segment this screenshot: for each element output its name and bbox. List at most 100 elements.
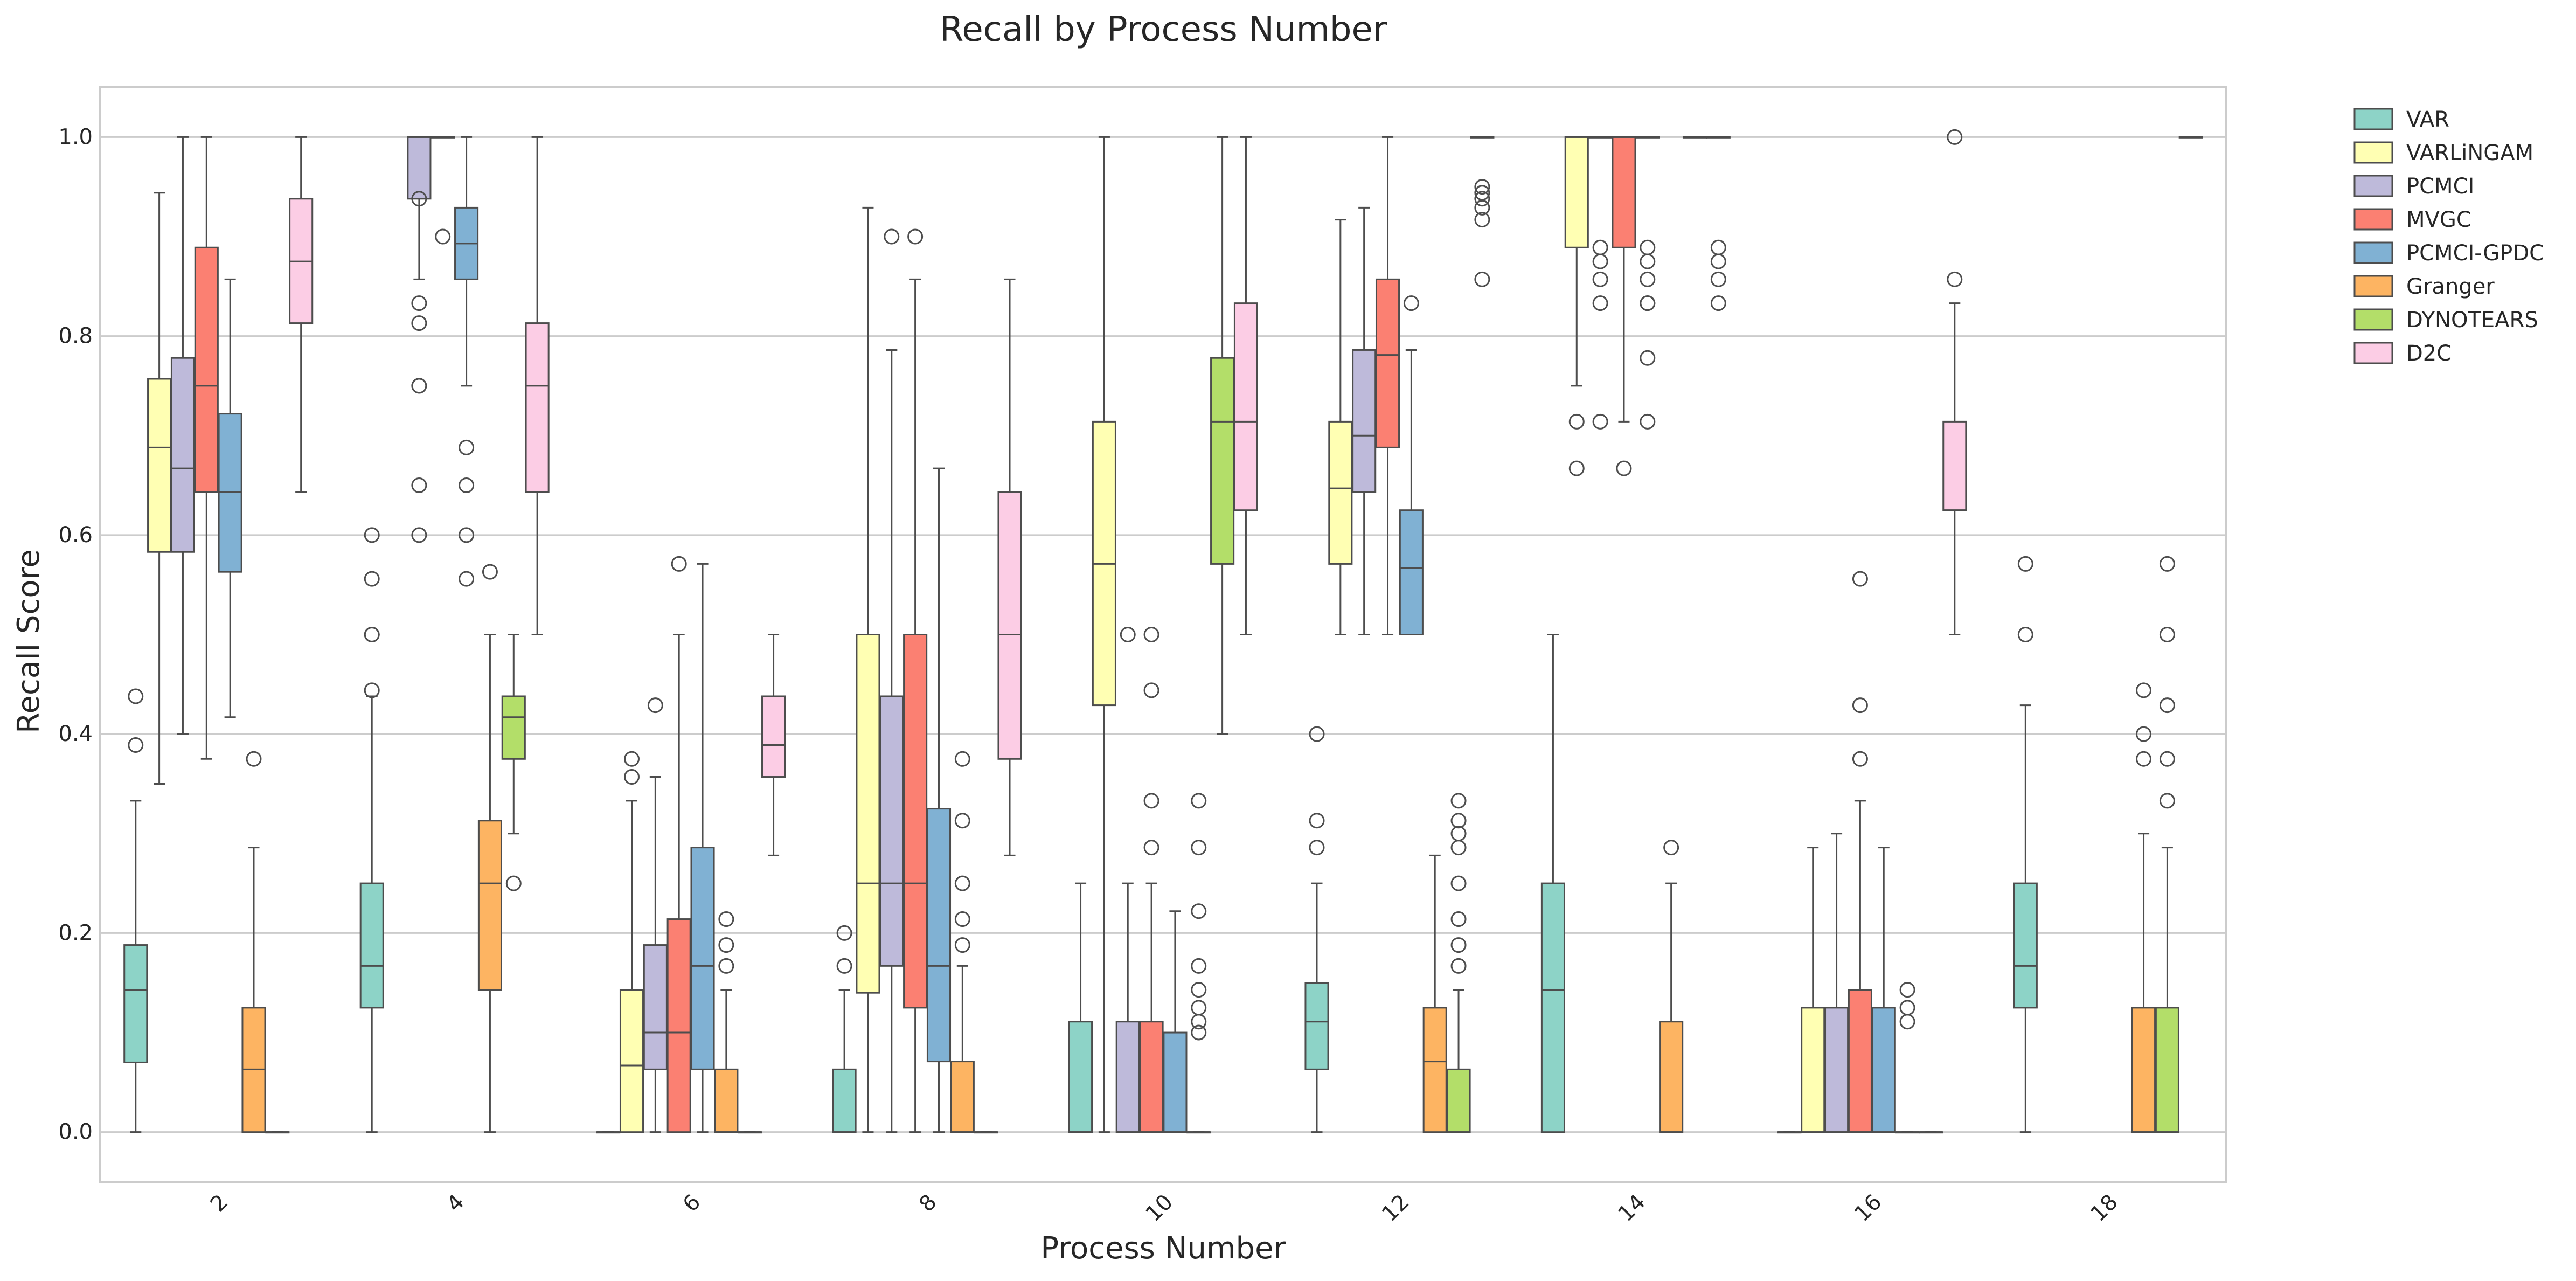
outlier-point [1450,911,1467,927]
outlier-point [435,228,451,245]
box-body [926,808,952,1063]
box-mvgc-12 [1375,136,1400,635]
outlier-point [1191,903,1207,919]
outlier-point [1191,840,1207,856]
outlier-point [128,737,144,753]
outlier-point [1710,295,1726,311]
box-d2c-6 [761,634,786,856]
outlier-point [2136,682,2152,698]
outlier-point [647,697,663,714]
outlier-point [411,477,427,494]
x-tick-label: 10 [1141,1190,1178,1227]
outlier-point [2017,627,2033,642]
outlier-point [954,813,970,829]
outlier-point [459,571,475,587]
box-d2c-16 [1942,129,1967,635]
outlier-point [1852,571,1868,587]
box-granger-14 [1659,840,1684,1133]
outlier-point [1309,726,1325,742]
outlier-point [1640,253,1656,269]
outlier-point [1143,793,1159,809]
outlier-point [364,682,380,698]
box-pcmci-2 [170,136,196,735]
box-dynotears-6 [738,1131,762,1134]
box-body [1399,509,1424,635]
outlier-point [624,751,640,767]
outlier-point [246,751,262,767]
box-pcmci-gpdc-6 [690,563,715,1133]
legend-label-varlingam: VARLiNGAM [2406,141,2533,165]
box-body [761,695,786,778]
outlier-point [1474,199,1490,216]
outlier-point [1592,295,1608,311]
outlier-point [1191,958,1207,974]
box-pcmci-14 [1588,136,1613,430]
outlier-point [671,556,687,572]
outlier-point [1309,813,1325,829]
box-varlingam-8 [856,206,880,1133]
outlier-point [482,564,498,580]
box-granger-10 [1186,793,1211,1134]
box-varlingam-14 [1564,136,1589,476]
outlier-point [2159,751,2175,767]
box-var-10 [1068,882,1093,1133]
box-body [1163,1031,1188,1133]
outlier-point [1474,271,1490,287]
box-body [1540,882,1565,1133]
box-body [1422,1007,1447,1133]
legend-label-granger: Granger [2406,274,2495,299]
x-tick-label: 18 [2086,1190,2123,1227]
outlier-point [411,527,427,543]
box-body [289,198,314,324]
box-pcmci-gpdc-14 [1635,136,1660,430]
outlier-point [2159,556,2175,572]
outlier-point [1474,185,1490,201]
box-var-16 [1777,1131,1802,1134]
y-tick-label: 0.0 [58,1120,93,1145]
box-body [1824,1007,1849,1133]
box-varlingam-10 [1092,136,1116,1133]
box-granger-8 [950,751,975,1133]
outlier-point [1592,413,1608,430]
box-body [903,634,928,1009]
box-body [1304,982,1329,1070]
outlier-point [1899,1000,1915,1016]
box-pcmci-gpdc-2 [218,278,242,718]
outlier-point [1710,253,1726,269]
box-body [2155,1007,2179,1133]
box-pcmci-gpdc-16 [1871,847,1896,1133]
outlier-point [836,958,852,974]
box-granger-18 [2131,682,2156,1133]
box-dynotears-18 [2155,556,2179,1133]
outlier-point [1191,1000,1207,1016]
legend-swatch-mvgc [2353,208,2393,231]
y-tick-label: 0.8 [58,324,93,349]
outlier-point [1450,958,1467,974]
box-body [643,944,668,1070]
legend-label-pcmci-gpdc: PCMCI-GPDC [2406,241,2544,266]
outlier-point [1640,350,1656,366]
outlier-point [459,477,475,494]
box-varlingam-6 [619,751,644,1133]
outlier-point [1191,793,1207,809]
outlier-point [1852,697,1868,714]
box-d2c-8 [997,278,1022,856]
box-body [619,989,644,1133]
box-d2c-14 [1706,136,1731,311]
legend-swatch-varlingam [2353,141,2393,164]
box-body [832,1068,857,1133]
outlier-point [364,571,380,587]
x-tick-label: 14 [1613,1190,1650,1227]
y-tick-label: 0.6 [58,523,93,548]
box-body [1328,420,1353,565]
outlier-point [1309,840,1325,856]
legend-label-pcmci: PCMCI [2406,174,2474,199]
outlier-point [1403,295,1419,311]
box-var-2 [123,688,148,1133]
outlier-point [1640,295,1656,311]
box-mvgc-10 [1139,627,1164,1133]
outlier-point [411,315,427,331]
box-body [1233,302,1259,511]
legend-swatch-pcmci [2353,175,2393,197]
outlier-point [624,769,640,785]
